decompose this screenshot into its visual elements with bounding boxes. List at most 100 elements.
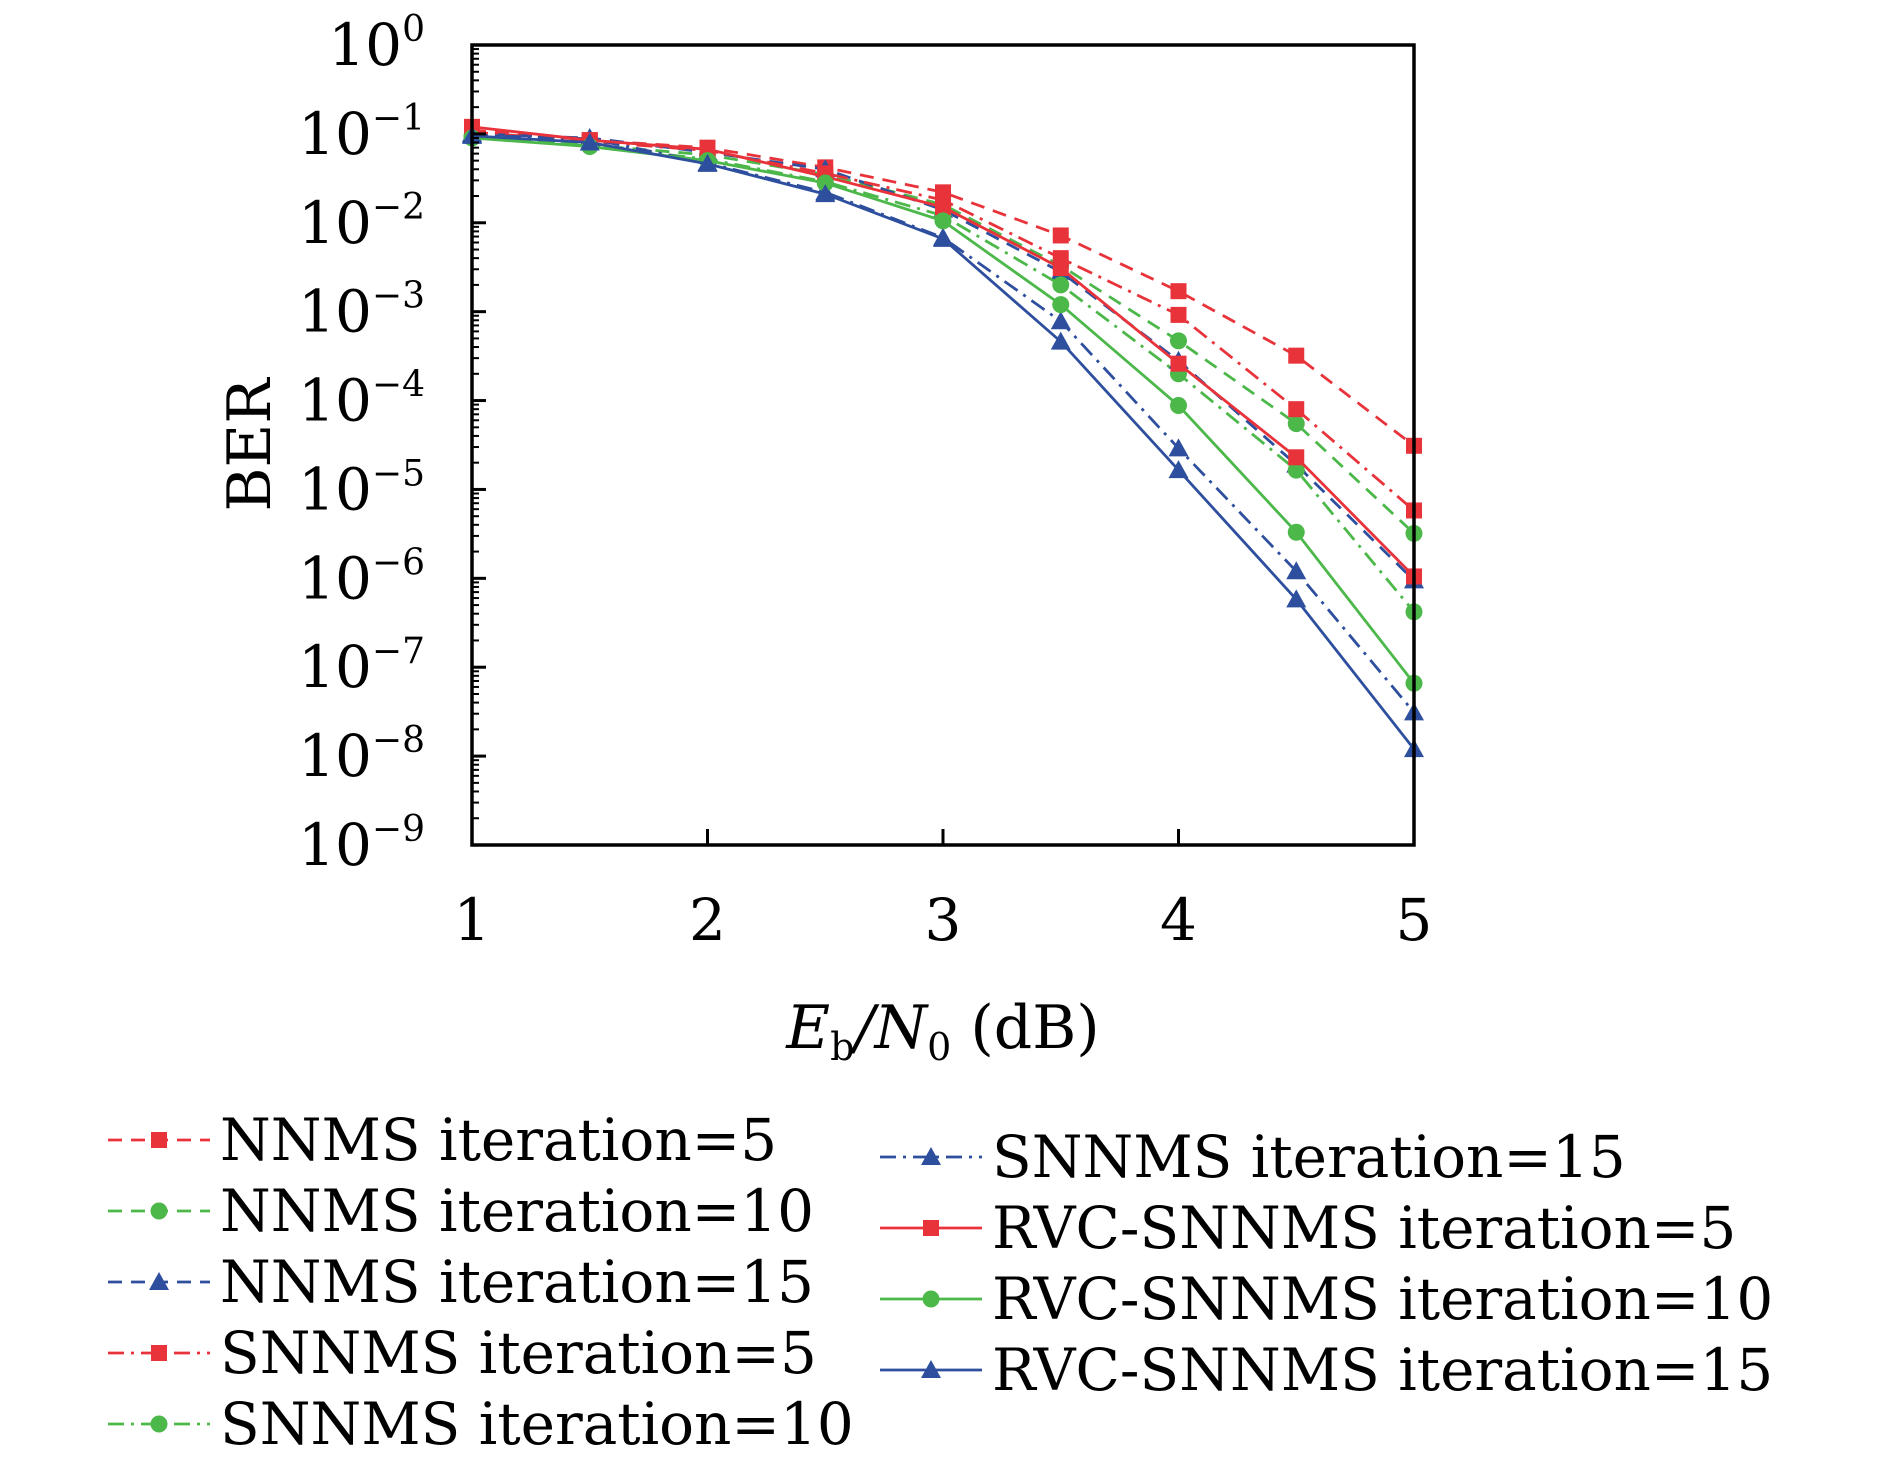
- legend-marker: [921, 1147, 941, 1165]
- data-point: [1288, 347, 1305, 364]
- data-point: [579, 132, 600, 151]
- y-tick-exponent: 0: [402, 9, 425, 50]
- axes-layer: [470, 43, 1416, 847]
- y-tick-exponent: −8: [372, 720, 425, 761]
- x-tick-label: 3: [925, 886, 962, 954]
- y-tick-exponent: −5: [372, 453, 425, 494]
- data-point: [934, 212, 952, 230]
- legend-marker: [150, 1415, 168, 1433]
- legend-entry: RVC-SNNMS iteration=15: [880, 1336, 1773, 1404]
- series-line: [471, 128, 1415, 447]
- legend-label: RVC-SNNMS iteration=15: [992, 1336, 1773, 1404]
- y-tick-exponent: −9: [372, 809, 425, 850]
- y-tick-exponent: −1: [372, 98, 425, 139]
- y-tick-base: 10: [298, 544, 372, 612]
- y-tick-exponent: −2: [372, 187, 425, 228]
- x-tick-label: 2: [689, 886, 726, 954]
- y-tick-base: 10: [298, 367, 372, 435]
- series-8: [463, 129, 1423, 692]
- x-tick-labels: 1 2 3 4 5: [454, 886, 1433, 954]
- series-9: [462, 125, 1424, 758]
- data-point: [1052, 259, 1069, 276]
- y-tick-label: 10−3: [298, 276, 425, 346]
- y-tick-label: 100: [328, 9, 425, 79]
- legend-label: SNNMS iteration=15: [992, 1123, 1626, 1191]
- y-tick-base: 10: [298, 633, 372, 701]
- data-point: [816, 174, 834, 192]
- y-tick-base: 10: [328, 11, 402, 79]
- y-tick-label: 10−9: [298, 809, 425, 879]
- data-point: [1052, 296, 1070, 314]
- legend-label: NNMS iteration=5: [220, 1106, 777, 1174]
- y-axis-label: BER: [215, 377, 285, 512]
- data-point: [697, 153, 718, 172]
- data-point: [935, 199, 951, 216]
- data-point: [1288, 401, 1305, 418]
- x-axis-label-sub1: b: [830, 1025, 854, 1069]
- legend-marker: [921, 1360, 941, 1378]
- data-point: [1286, 561, 1307, 580]
- data-point: [933, 228, 953, 247]
- y-tick-label: 10−4: [298, 365, 425, 435]
- legend-marker: [151, 1345, 167, 1361]
- legend-label: NNMS iteration=15: [220, 1248, 814, 1316]
- legend-label: NNMS iteration=10: [220, 1177, 814, 1245]
- data-point: [1170, 332, 1187, 350]
- y-tick-base: 10: [298, 722, 372, 790]
- data-point: [1286, 589, 1307, 608]
- data-point: [1287, 523, 1305, 541]
- legend-marker: [151, 1132, 167, 1148]
- data-point: [1168, 460, 1189, 479]
- legend-label: RVC-SNNMS iteration=5: [992, 1194, 1736, 1262]
- data-point: [1170, 283, 1187, 300]
- y-tick-exponent: −6: [372, 542, 425, 583]
- y-tick-exponent: −7: [372, 631, 425, 672]
- series-1: [464, 122, 1422, 454]
- y-tick-base: 10: [298, 189, 372, 257]
- x-tick-label: 4: [1160, 886, 1197, 954]
- plot-layer: [462, 118, 1424, 758]
- data-point: [815, 184, 836, 203]
- data-point: [1170, 306, 1187, 323]
- data-point: [1170, 355, 1187, 372]
- legend-label: RVC-SNNMS iteration=10: [992, 1265, 1773, 1333]
- y-tick-label: 10−2: [298, 187, 425, 257]
- legend-entry: RVC-SNNMS iteration=5: [880, 1194, 1736, 1262]
- data-point: [1287, 461, 1305, 479]
- y-tick-base: 10: [298, 455, 372, 523]
- y-tick-label: 10−6: [298, 542, 425, 612]
- x-axis-label-unit: (dB): [951, 993, 1099, 1063]
- y-tick-label: 10−5: [298, 453, 425, 523]
- legend-entry: NNMS iteration=10: [108, 1177, 814, 1245]
- legend-label: SNNMS iteration=10: [220, 1390, 854, 1458]
- legend-marker: [150, 1202, 168, 1220]
- x-tick-label: 1: [454, 886, 491, 954]
- legend-label: SNNMS iteration=5: [220, 1319, 817, 1387]
- y-tick-base: 10: [298, 811, 372, 879]
- x-tick-label: 5: [1396, 886, 1433, 954]
- legend-marker: [149, 1272, 169, 1290]
- x-axis-label: Eb/N0 (dB): [785, 993, 1099, 1069]
- legend-entry: SNNMS iteration=10: [108, 1390, 854, 1458]
- data-point: [1050, 311, 1071, 330]
- legend-entry: SNNMS iteration=5: [108, 1319, 817, 1387]
- data-point: [1052, 227, 1069, 244]
- series-4: [464, 124, 1422, 519]
- legend-entry: SNNMS iteration=15: [880, 1123, 1626, 1191]
- y-tick-base: 10: [298, 278, 372, 346]
- data-point: [1052, 276, 1070, 294]
- data-point: [1287, 415, 1305, 433]
- legend-marker: [923, 1220, 939, 1236]
- y-tick-base: 10: [298, 100, 372, 168]
- x-axis-label-slash: /N: [849, 993, 929, 1063]
- y-tick-label: 10−8: [298, 720, 425, 790]
- data-point: [1170, 396, 1187, 414]
- y-tick-label: 10−7: [298, 631, 425, 701]
- data-point: [1050, 331, 1071, 350]
- legend-entry: NNMS iteration=15: [108, 1248, 814, 1316]
- x-axis-label-main: E: [785, 993, 830, 1063]
- y-tick-label: 10−1: [298, 98, 425, 168]
